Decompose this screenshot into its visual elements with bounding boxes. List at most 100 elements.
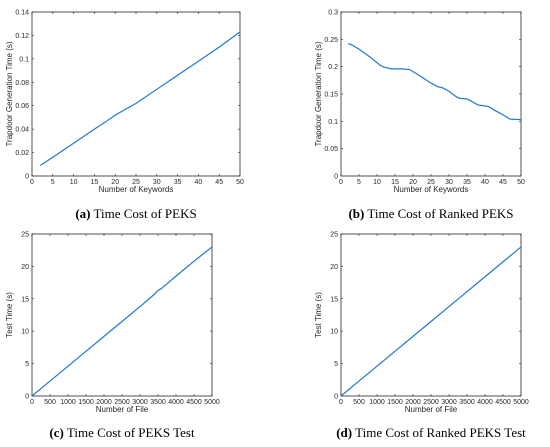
figure-caption: (d) Time Cost of Ranked PEKS Test (336, 425, 526, 440)
x-tick-label: 3000 (441, 399, 457, 406)
y-tick-label: 0.2 (328, 64, 338, 71)
x-tick-label: 30 (153, 179, 161, 186)
x-tick-label: 1500 (78, 399, 94, 406)
plot-frame (340, 11, 522, 177)
x-tick-label: 50 (517, 179, 525, 186)
y-tick-label: 0.3 (328, 10, 338, 17)
y-tick-label: 0.04 (15, 127, 29, 134)
y-tick-label: 0.05 (324, 146, 338, 153)
x-tick-label: 45 (215, 179, 223, 186)
x-axis-label: Number of File (96, 405, 149, 414)
y-tick-label: 0.12 (15, 33, 29, 40)
caption-text: Time Cost of PEKS Test (67, 425, 195, 440)
caption-text: Time Cost of Ranked PEKS (367, 206, 513, 221)
plot-frame (31, 233, 213, 397)
x-tick-label: 4500 (495, 399, 511, 406)
x-tick-label: 0 (339, 399, 343, 406)
x-tick-label: 500 (44, 399, 56, 406)
caption-text: Time Cost of PEKS (94, 206, 197, 221)
y-tick-label: 0.25 (324, 37, 338, 44)
series-line (31, 246, 213, 397)
x-tick-label: 3500 (459, 399, 475, 406)
series-line (39, 31, 241, 166)
x-tick-label: 50 (236, 179, 244, 186)
x-tick-label: 5 (357, 179, 361, 186)
x-tick-label: 10 (373, 179, 381, 186)
x-tick-label: 5 (51, 179, 55, 186)
figure-caption: (a) Time Cost of PEKS (75, 206, 196, 221)
y-tick-label: 20 (330, 264, 338, 271)
chart-panel-b: 0 5 10 15 20 25 30 35 40 45 50 0 0.05 0.1 0.15 0.2 0.25 0… (314, 10, 525, 222)
y-tick-label: 5 (334, 361, 338, 368)
x-tick-label: 30 (445, 179, 453, 186)
x-tick-label: 25 (427, 179, 435, 186)
y-tick-label: 0 (334, 394, 338, 401)
x-axis-label: Number of Keywords (99, 185, 174, 194)
x-tick-label: 45 (499, 179, 507, 186)
plot-frame (340, 233, 522, 397)
y-tick-label: 0 (25, 174, 29, 181)
x-axis-label: Number of File (405, 405, 458, 414)
y-axis-label: Trapdoor Generation Time (s) (314, 41, 323, 146)
x-tick-label: 4000 (168, 399, 184, 406)
x-tick-label: 2500 (423, 399, 439, 406)
y-tick-label: 5 (25, 361, 29, 368)
x-tick-label: 0 (339, 179, 343, 186)
y-tick-label: 15 (330, 296, 338, 303)
series-line (348, 43, 522, 121)
y-tick-label: 10 (330, 329, 338, 336)
x-tick-label: 1000 (369, 399, 385, 406)
x-tick-label: 2000 (405, 399, 421, 406)
x-tick-label: 500 (353, 399, 365, 406)
x-tick-label: 40 (195, 179, 203, 186)
y-tick-label: 0 (25, 394, 29, 401)
chart-panel-a: 0 5 10 15 20 25 30 35 40 45 50 0 0.02 0.04 0.06 0.08 0.1… (5, 10, 244, 222)
x-tick-label: 15 (391, 179, 399, 186)
figure-caption: (c) Time Cost of PEKS Test (49, 425, 195, 440)
y-tick-label: 25 (21, 232, 29, 239)
x-tick-label: 4000 (477, 399, 493, 406)
x-tick-label: 5000 (513, 399, 529, 406)
caption-label: (c) (49, 425, 63, 440)
y-tick-label: 25 (330, 232, 338, 239)
x-tick-label: 10 (70, 179, 78, 186)
caption-label: (a) (75, 206, 90, 221)
caption-text: Time Cost of Ranked PEKS Test (355, 425, 526, 440)
series-line (340, 246, 522, 397)
plot-frame (31, 11, 241, 177)
chart-panel-c: 0 500 1000 1500 2000 2500 3000 3500 4000 4500 5000… (5, 232, 220, 441)
x-tick-label: 4500 (186, 399, 202, 406)
x-tick-label: 3500 (150, 399, 166, 406)
y-tick-label: 0.02 (15, 150, 29, 157)
x-tick-label: 20 (111, 179, 119, 186)
chart-panel-d: 0 500 1000 1500 2000 2500 3000 3500 4000 4500 5000… (314, 232, 529, 441)
y-axis-label: Test Time (s) (5, 292, 14, 338)
x-tick-label: 3000 (132, 399, 148, 406)
x-axis-label: Number of Keywords (394, 185, 469, 194)
y-tick-label: 0.1 (328, 119, 338, 126)
x-tick-label: 25 (132, 179, 140, 186)
x-tick-label: 40 (481, 179, 489, 186)
x-tick-label: 5000 (204, 399, 220, 406)
y-tick-label: 0 (334, 174, 338, 181)
x-tick-label: 2000 (96, 399, 112, 406)
figure-caption: (b) Time Cost of Ranked PEKS (348, 206, 513, 221)
y-axis-label: Test Time (s) (314, 292, 323, 338)
y-tick-label: 10 (21, 329, 29, 336)
y-tick-label: 15 (21, 296, 29, 303)
caption-label: (d) (336, 425, 352, 440)
y-axis-label: Trapdoor Generation Time (s) (5, 41, 14, 146)
y-tick-label: 0.1 (19, 56, 29, 63)
x-tick-label: 1500 (387, 399, 403, 406)
y-tick-label: 0.15 (324, 92, 338, 99)
y-tick-label: 0.14 (15, 10, 29, 17)
x-tick-label: 2500 (114, 399, 130, 406)
x-tick-label: 35 (174, 179, 182, 186)
x-tick-label: 0 (30, 399, 34, 406)
y-tick-label: 20 (21, 264, 29, 271)
y-tick-label: 0.06 (15, 103, 29, 110)
x-tick-label: 20 (409, 179, 417, 186)
caption-label: (b) (348, 206, 364, 221)
x-tick-label: 0 (30, 179, 34, 186)
